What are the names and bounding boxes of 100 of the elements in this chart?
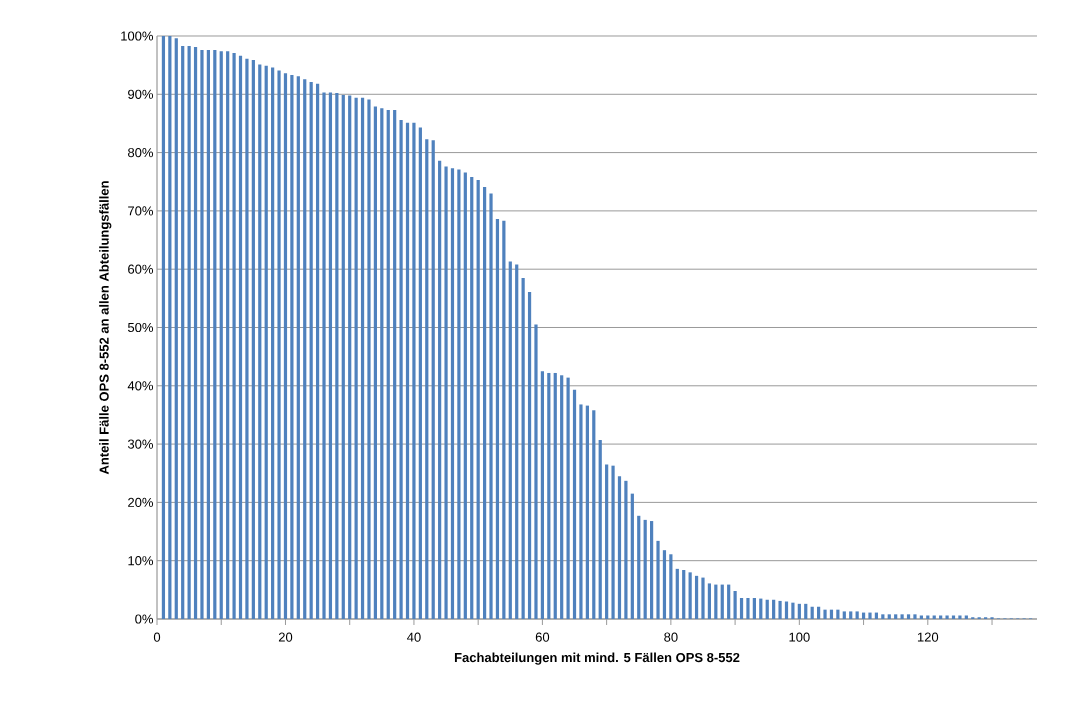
bar [958,615,962,619]
bar [572,389,577,619]
bar [560,375,564,619]
bar [418,127,422,619]
bar [187,45,191,619]
bar [817,606,821,619]
bar [515,264,519,619]
x-tick-label: 20 [278,632,293,642]
bar [656,540,660,619]
bar [720,584,724,619]
bar [425,139,429,619]
bar [399,119,403,619]
bar [354,97,358,619]
bar [232,52,236,619]
bar [694,575,699,619]
bar [791,602,795,619]
bar [245,58,249,619]
bar [624,480,628,619]
bar [611,465,615,619]
bar [405,122,410,619]
bar [303,79,307,619]
bar [450,168,455,619]
bar [251,59,255,619]
bar [964,615,968,619]
bar [739,598,744,619]
bar [842,611,846,619]
bar [913,614,917,619]
bar [547,372,551,619]
bar [829,609,834,619]
bar [765,599,769,619]
bar [894,614,898,619]
bar [527,291,532,619]
bar [585,405,589,619]
bar [797,603,801,619]
y-tick-label: 50% [127,322,154,333]
bar [438,160,442,619]
bar [804,603,808,619]
bar [373,106,377,619]
bar [810,606,814,619]
bar [630,493,634,619]
bar [290,75,294,619]
bar [605,464,609,619]
bar [540,371,545,619]
bar [181,45,185,619]
bar [926,615,930,619]
y-axis-title: Anteil Fälle OPS 8-552 an allen Abteilungsfällen [99,181,112,475]
bar [168,35,172,619]
x-axis-title: Fachabteilungen mit mind. 5 Fällen OPS 8-552 [454,652,740,665]
bar [444,166,448,619]
bar [309,82,313,619]
bar [328,92,333,619]
bar [881,614,885,619]
y-tick-label: 80% [128,147,154,158]
bar [746,598,750,619]
bar [206,49,210,619]
bar [566,377,570,619]
bar [213,49,217,619]
bar [932,615,936,619]
bar [296,76,300,619]
bar [360,97,365,619]
bar [463,172,467,619]
bar [849,611,853,619]
bar [335,93,339,619]
x-tick-label: 80 [664,632,678,642]
bar [393,110,397,619]
bar [277,70,281,619]
bar [470,177,474,619]
bar [900,614,904,619]
bar [772,599,776,619]
y-tick-label: 30% [127,439,154,449]
bar [489,193,493,619]
bar [457,169,461,619]
bar [784,601,789,619]
bar [707,583,712,619]
bar [238,55,243,619]
y-tick-label: 0% [135,614,154,624]
bar [226,51,230,619]
bar [688,572,692,619]
y-tick-label: 20% [128,497,154,507]
bar [193,47,198,619]
bar [887,614,891,619]
bar [939,615,943,619]
y-tick-label: 100% [121,31,154,41]
y-tick-label: 90% [128,89,154,99]
bar [868,612,872,619]
x-tick-label: 40 [407,632,421,642]
bar [579,404,583,619]
bar [386,110,390,619]
bar [855,611,859,619]
bar [348,95,352,619]
bar [823,609,827,619]
bar [919,615,923,619]
x-tick-label: 0 [153,632,161,642]
y-tick-label: 70% [128,206,154,216]
bar [271,67,275,619]
bar [258,64,262,619]
bar [367,99,371,619]
bar [219,51,223,619]
bar [662,550,667,619]
bar [380,108,384,619]
